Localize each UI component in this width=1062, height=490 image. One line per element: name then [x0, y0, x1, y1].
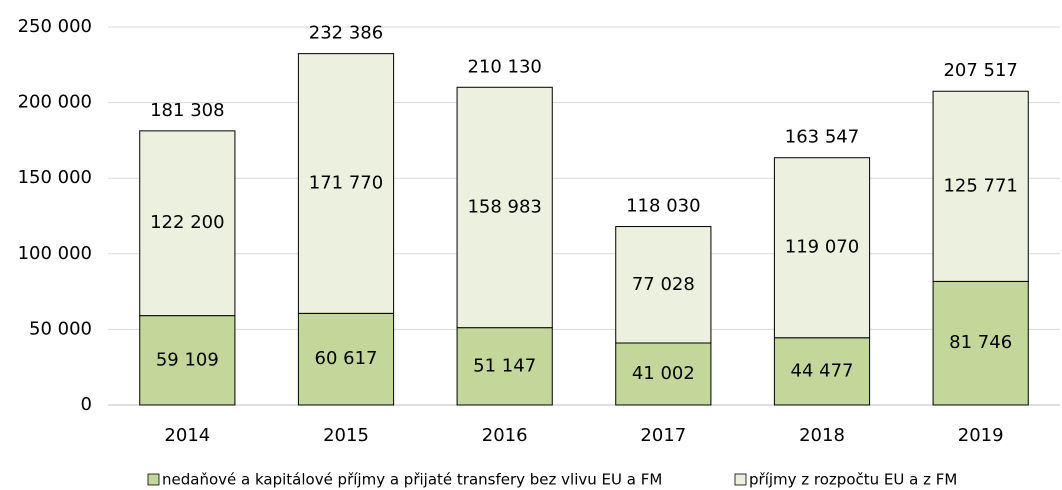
data-label: 171 770 — [309, 172, 383, 193]
data-label: 158 983 — [467, 196, 541, 217]
bar-segment — [773, 157, 871, 339]
total-label: 207 517 — [943, 60, 1017, 81]
bar-segment — [615, 342, 712, 406]
legend-label: nedaňové a kapitálové příjmy a přijaté t… — [162, 471, 662, 489]
total-label: 181 308 — [150, 100, 224, 121]
data-label: 77 028 — [632, 274, 695, 295]
legend-label: příjmy z rozpočtu EU a z FM — [749, 471, 957, 489]
data-label: 59 109 — [156, 349, 219, 370]
data-label: 60 617 — [315, 348, 378, 369]
y-tick-label: 0 — [81, 394, 92, 415]
data-label: 51 147 — [473, 355, 536, 376]
y-tick-label: 50 000 — [29, 318, 92, 339]
x-tick-label: 2014 — [164, 425, 210, 446]
x-tick-label: 2017 — [640, 425, 686, 446]
bar-segment — [456, 327, 553, 406]
total-label: 232 386 — [309, 23, 383, 44]
y-tick-label: 250 000 — [18, 16, 92, 37]
x-tick-label: 2015 — [323, 425, 369, 446]
x-tick-label: 2018 — [799, 425, 845, 446]
bar-segment — [456, 86, 553, 329]
x-tick-label: 2019 — [958, 425, 1004, 446]
data-label: 122 200 — [150, 212, 224, 233]
data-label: 41 002 — [632, 363, 695, 384]
y-tick-label: 100 000 — [18, 243, 92, 264]
y-tick-label: 150 000 — [18, 167, 92, 188]
y-tick-label: 200 000 — [18, 92, 92, 113]
total-label: 210 130 — [467, 56, 541, 77]
data-label: 44 477 — [791, 360, 854, 381]
bar-segment — [773, 337, 871, 406]
x-tick-label: 2016 — [482, 425, 528, 446]
data-label: 81 746 — [949, 332, 1012, 353]
bar-segment — [932, 90, 1029, 282]
total-label: 163 547 — [785, 127, 859, 148]
bar-segment — [297, 312, 395, 406]
legend-swatch — [147, 473, 160, 486]
legend-swatch — [734, 473, 747, 486]
bar-segment — [297, 53, 395, 314]
bar-segment — [139, 315, 236, 406]
bar-segment — [615, 226, 712, 344]
data-label: 119 070 — [785, 237, 859, 258]
total-label: 118 030 — [626, 196, 700, 217]
bar-segment — [932, 280, 1029, 406]
bar-segment — [139, 130, 236, 317]
data-label: 125 771 — [943, 175, 1017, 196]
